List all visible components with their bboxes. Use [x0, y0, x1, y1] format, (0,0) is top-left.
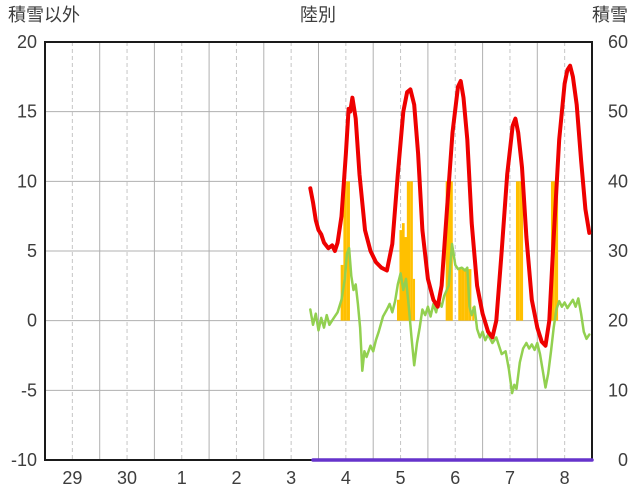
- red-line: [308, 63, 592, 348]
- orange-bars: [458, 269, 462, 321]
- x-axis-day-label: 30: [117, 468, 137, 488]
- orange-bars: [412, 278, 416, 321]
- orange-bars: [406, 181, 411, 321]
- left-axis-tick-label: -5: [21, 380, 37, 400]
- x-axis-day-label: 8: [560, 468, 570, 488]
- orange-bars: [410, 181, 413, 321]
- right-axis-tick-label: 40: [608, 171, 628, 191]
- orange-bars: [554, 181, 559, 321]
- right-axis-tick-label: 50: [608, 102, 628, 122]
- green-line: [309, 242, 591, 395]
- left-axis-tick-label: 5: [27, 241, 37, 261]
- right-axis-tick-label: 20: [608, 311, 628, 331]
- right-axis-tick-label: 10: [608, 380, 628, 400]
- orange-bars: [461, 269, 465, 321]
- x-axis-day-label: 3: [286, 468, 296, 488]
- orange-bars: [445, 181, 450, 321]
- right-axis-tick-label: 60: [608, 32, 628, 52]
- orange-bars: [464, 269, 469, 321]
- left-axis-tick-label: 10: [17, 171, 37, 191]
- orange-bars: [515, 181, 520, 321]
- orange-bars: [396, 299, 400, 321]
- right-axis-tick-label: 0: [618, 450, 628, 470]
- orange-bars: [401, 223, 405, 321]
- x-axis-day-label: 7: [505, 468, 515, 488]
- right-axis-tick-label: 30: [608, 241, 628, 261]
- x-axis-day-label: 29: [62, 468, 82, 488]
- chart-title: 陸別: [300, 5, 336, 25]
- left-axis-title: 積雪以外: [8, 5, 80, 25]
- orange-bars: [343, 181, 347, 321]
- left-axis-tick-label: 20: [17, 32, 37, 52]
- x-axis-day-label: 5: [396, 468, 406, 488]
- right-axis-title: 積雪: [592, 5, 628, 25]
- x-axis-day-label: 6: [450, 468, 460, 488]
- left-axis-tick-label: 15: [17, 102, 37, 122]
- left-axis-tick-label: 0: [27, 311, 37, 331]
- x-axis-day-label: 1: [177, 468, 187, 488]
- orange-bars: [519, 181, 524, 321]
- left-axis-tick-label: -10: [11, 450, 37, 470]
- x-axis-day-label: 4: [341, 468, 351, 488]
- x-axis-day-label: 2: [231, 468, 241, 488]
